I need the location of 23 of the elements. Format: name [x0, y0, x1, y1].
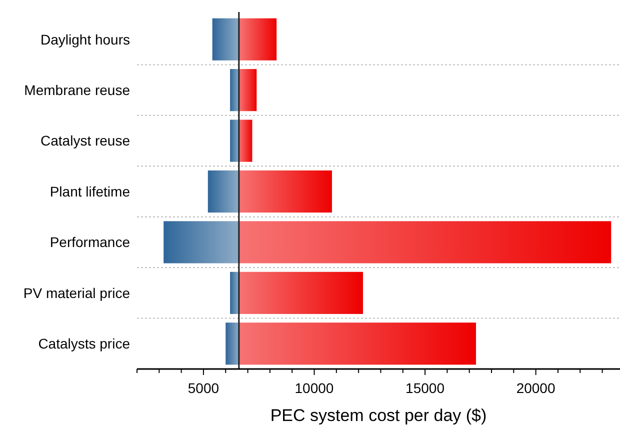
- bar: [226, 322, 239, 365]
- bar: [238, 272, 363, 314]
- y-tick-label: Membrane reuse: [24, 82, 130, 98]
- x-tick-label: 10000: [294, 380, 334, 396]
- bar: [238, 170, 332, 213]
- bar: [238, 120, 252, 162]
- y-tick-label: Daylight hours: [40, 31, 130, 48]
- bar: [238, 18, 277, 60]
- y-tick-label: Catalyst reuse: [40, 132, 130, 149]
- bar: [164, 221, 239, 264]
- bar: [212, 18, 239, 60]
- bar: [208, 170, 239, 213]
- y-tick-label: Catalysts price: [38, 336, 130, 352]
- y-tick-label: Performance: [50, 234, 130, 250]
- x-tick-label: 5000: [188, 380, 220, 396]
- x-axis-title: PEC system cost per day ($): [270, 406, 487, 425]
- y-tick-label: Plant lifetime: [50, 183, 130, 200]
- x-tick-label: 15000: [406, 380, 445, 396]
- y-tick-label: PV material price: [23, 284, 130, 301]
- bar: [238, 69, 257, 112]
- x-tick-label: 20000: [516, 380, 556, 396]
- bar: [238, 322, 476, 365]
- bar: [238, 221, 612, 264]
